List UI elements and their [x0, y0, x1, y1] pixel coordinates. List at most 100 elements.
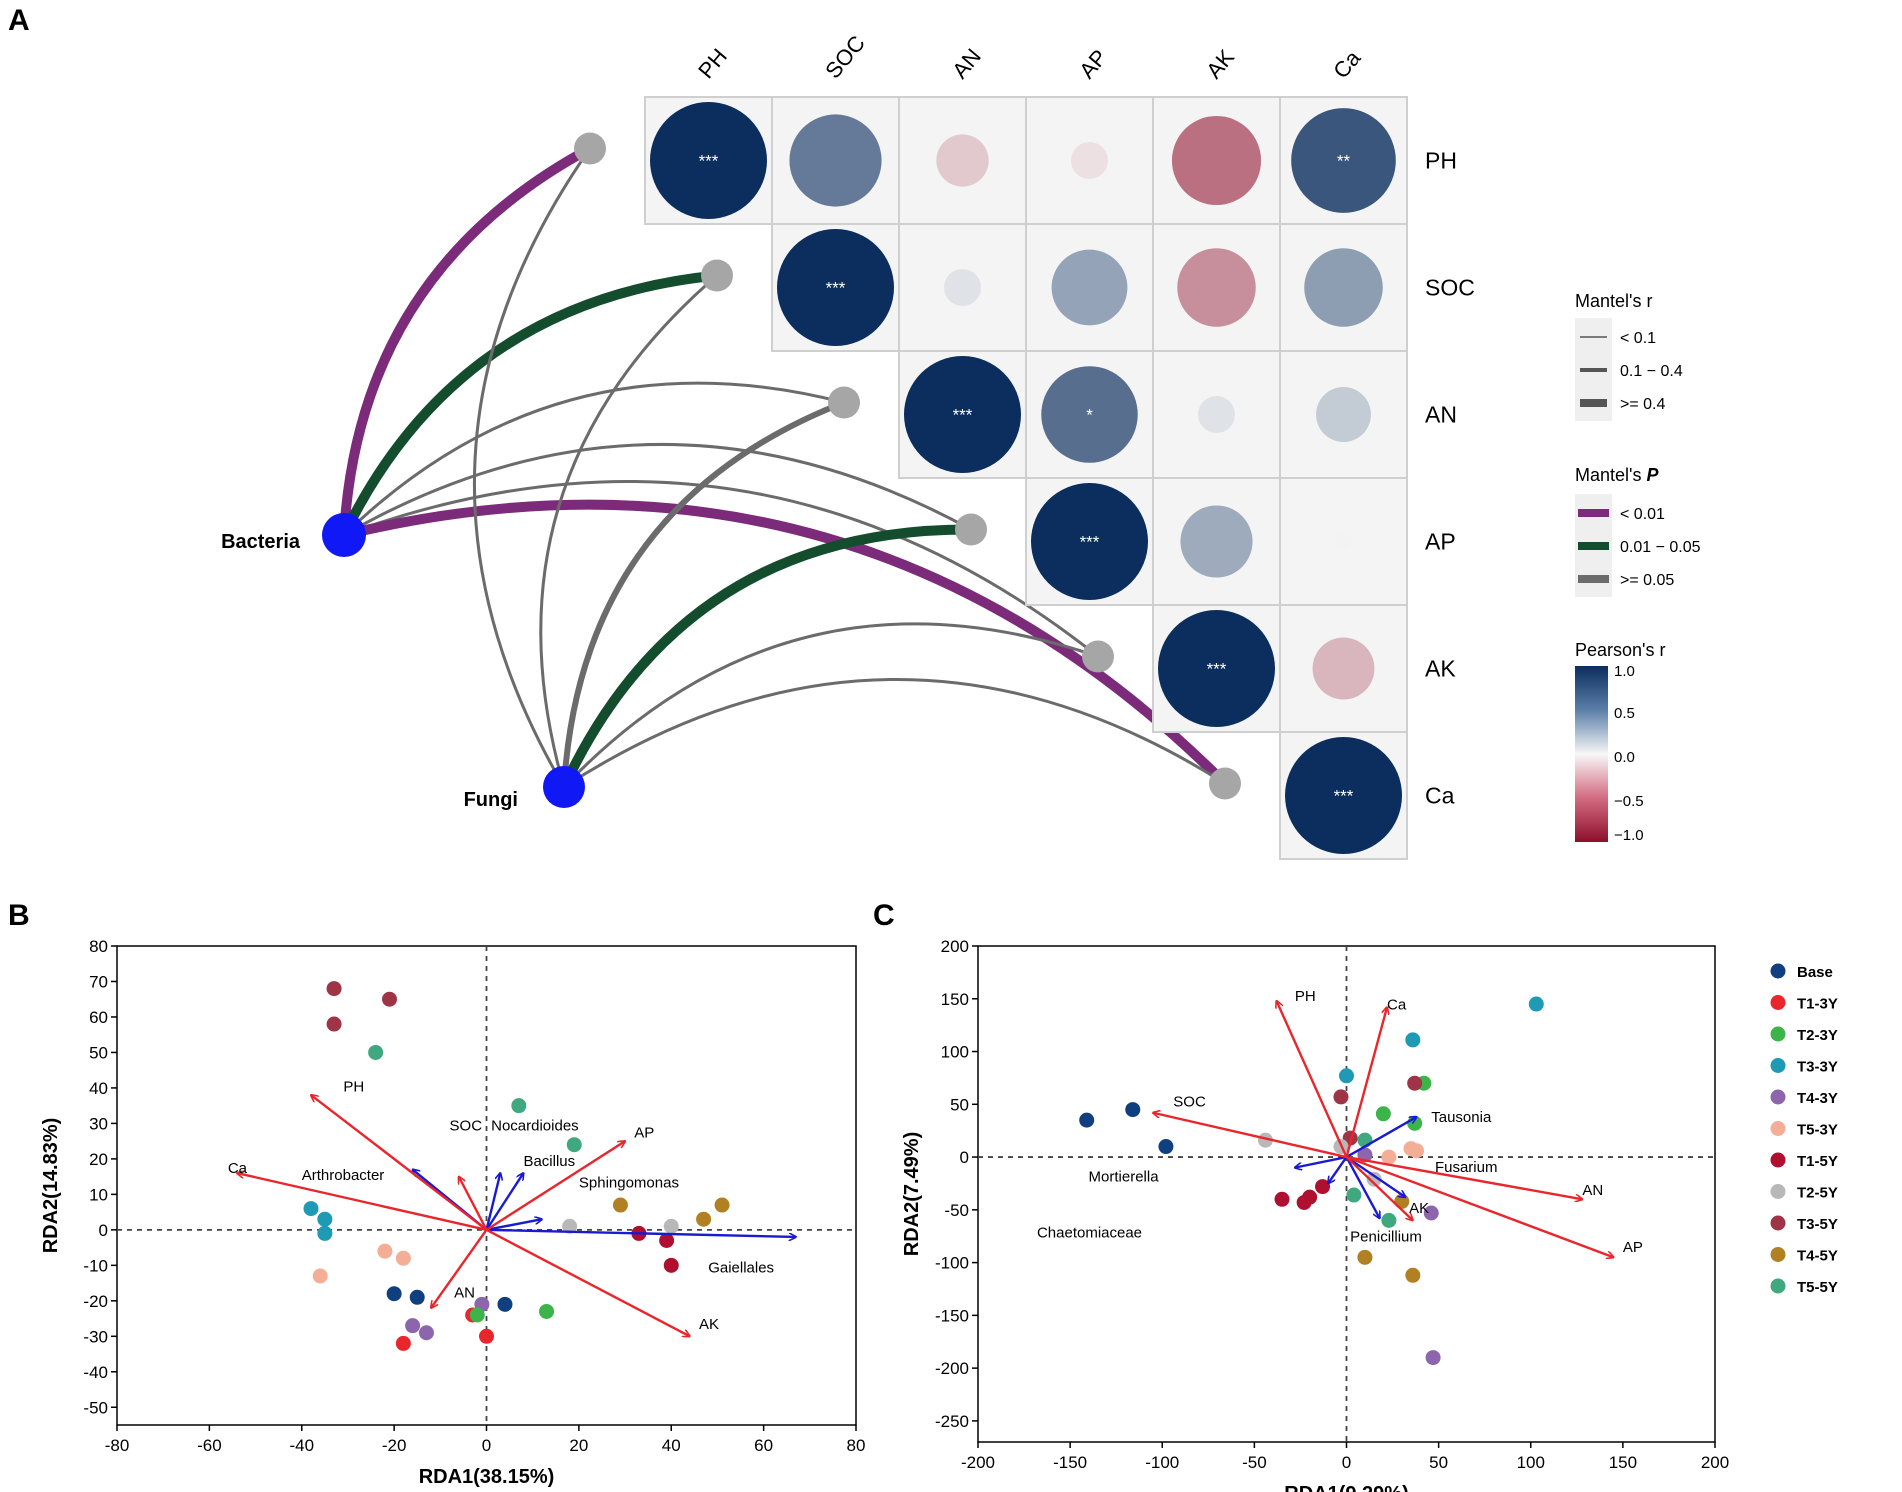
panel-label-c: C	[873, 899, 895, 932]
sample-point	[714, 1197, 730, 1213]
y-tick-label: -150	[935, 1306, 969, 1325]
sample-point	[418, 1325, 434, 1341]
legend-mantel-p-title: Mantel's P	[1575, 465, 1659, 485]
y-tick-label: 0	[99, 1221, 108, 1240]
x-axis-label: RDA1(38.15%)	[419, 1466, 555, 1488]
env-arrow-label: AN	[454, 1284, 475, 1301]
legend-panel-a: Mantel's r < 0.1 0.1 − 0.4 >= 0.4 Mantel…	[1575, 291, 1701, 844]
sample-point	[409, 1289, 425, 1305]
row-label: AN	[1425, 402, 1457, 428]
sample-point	[368, 1044, 384, 1060]
legend-label: Base	[1797, 964, 1833, 981]
mantel-link	[342, 442, 973, 537]
fungi-label: Fungi	[464, 789, 518, 811]
sample-point	[1425, 1350, 1441, 1366]
env-arrow	[311, 1095, 488, 1231]
pearson-colorbar	[1575, 666, 1608, 842]
legend-label: T2-5Y	[1797, 1185, 1838, 1202]
sample-point	[326, 1016, 342, 1032]
mantel-links	[339, 143, 1230, 792]
species-arrow	[485, 1173, 524, 1231]
column-label: AK	[1201, 44, 1239, 83]
legend-label: T1-3Y	[1797, 996, 1838, 1013]
fungi-node	[543, 766, 585, 808]
env-arrow-label: SOC	[450, 1118, 483, 1135]
species-arrow	[1295, 1155, 1347, 1168]
sample-point	[1079, 1112, 1095, 1128]
correlation-circle	[1291, 108, 1396, 213]
panel-b-rda-bacteria: -80 -60 -40 -20 0 20 40 60 80 80 70 60 50 40 30 20 10 0 -1…	[40, 937, 865, 1488]
sample-point	[1333, 1089, 1349, 1105]
sample-point	[1375, 1106, 1391, 1122]
species-label: Tausonia	[1431, 1109, 1492, 1126]
env-arrow-label: Ca	[228, 1160, 248, 1177]
correlation-circle	[944, 269, 981, 306]
correlation-circle	[789, 114, 882, 207]
species-label: Mortierella	[1089, 1168, 1160, 1185]
sample-point	[562, 1218, 578, 1234]
y-tick-label: -20	[83, 1292, 108, 1311]
legend-label: T1-5Y	[1797, 1153, 1838, 1170]
correlation-circle	[1051, 249, 1128, 326]
x-tick-label: -40	[289, 1436, 314, 1455]
y-tick-label: 60	[89, 1008, 108, 1027]
y-tick-label: 30	[89, 1114, 108, 1133]
env-node	[574, 132, 606, 165]
column-label: Ca	[1328, 45, 1366, 83]
y-tick-label: 10	[89, 1185, 108, 1204]
sample-point	[1528, 996, 1544, 1012]
species-label: Chaetomiaceae	[1037, 1224, 1142, 1241]
y-tick-label: 50	[950, 1095, 969, 1114]
x-tick-label: 60	[754, 1436, 773, 1455]
env-node	[955, 513, 987, 546]
panel-c-rda-fungi: -200 -150 -100 -50 0 50 100 150 200 200 150 100 50 0 -…	[901, 937, 1838, 1492]
species-arrow	[1328, 1156, 1348, 1183]
correlation-circle	[1180, 505, 1253, 578]
correlation-circle	[1316, 387, 1371, 442]
correlation-circle	[1198, 396, 1235, 433]
species-label: Fusarium	[1435, 1159, 1498, 1176]
mantel-link	[339, 143, 595, 540]
correlation-circle	[1285, 737, 1402, 854]
row-label: AK	[1425, 656, 1456, 682]
legend-label: T4-3Y	[1797, 1090, 1838, 1107]
env-arrow-label: SOC	[1173, 1093, 1206, 1110]
env-node	[1082, 640, 1114, 673]
x-tick-label: 0	[482, 1436, 491, 1455]
pearson-tick-neg-0-5: −0.5	[1614, 793, 1644, 810]
legend-marker	[1770, 963, 1786, 979]
legend-mantel-p-item-1: < 0.01	[1620, 506, 1665, 523]
mantel-link	[342, 381, 846, 537]
sample-point	[1394, 1193, 1410, 1209]
env-node	[1209, 767, 1241, 800]
sample-point	[566, 1137, 582, 1153]
sample-point	[497, 1296, 513, 1312]
x-tick-label: -50	[1242, 1453, 1267, 1472]
legend-marker	[1770, 1089, 1786, 1105]
legend-marker	[1770, 995, 1786, 1010]
env-arrow	[485, 1228, 690, 1336]
legend-marker	[1770, 1215, 1786, 1231]
legend-marker	[1770, 1058, 1786, 1073]
significance-label: ***	[1080, 533, 1100, 552]
y-tick-label: 40	[89, 1079, 108, 1098]
sample-point	[1423, 1205, 1439, 1221]
correlation-circle	[1171, 115, 1262, 206]
pearson-tick-1: 1.0	[1614, 663, 1635, 680]
legend-marker	[1770, 1247, 1786, 1262]
sample-point	[1274, 1191, 1290, 1207]
env-arrow	[1346, 1155, 1583, 1199]
legend-label: T3-3Y	[1797, 1059, 1838, 1076]
sample-point	[1357, 1249, 1373, 1265]
species-label: Arthrobacter	[302, 1167, 385, 1184]
y-tick-label: -50	[944, 1201, 969, 1220]
correlation-circle	[1335, 533, 1352, 550]
y-axis-label: RDA2(7.49%)	[901, 1132, 923, 1256]
env-arrow-label: PH	[343, 1078, 364, 1095]
sample-point	[1302, 1189, 1318, 1205]
env-nodes	[574, 132, 1241, 800]
sample-point	[1407, 1075, 1423, 1091]
mantel-link	[342, 480, 1100, 658]
env-arrow	[431, 1229, 488, 1308]
